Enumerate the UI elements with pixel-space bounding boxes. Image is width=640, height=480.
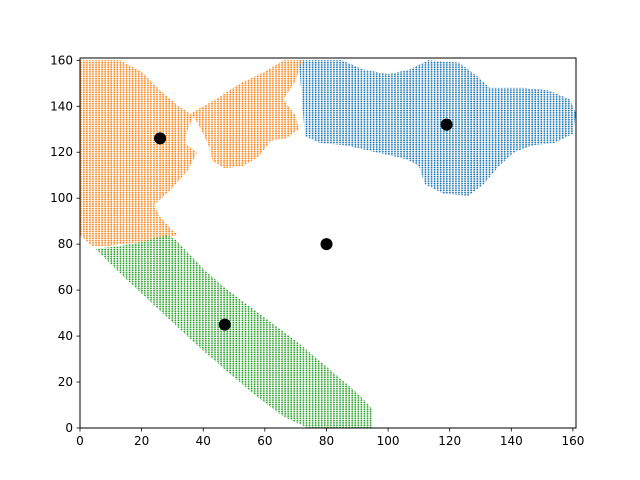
cluster-region-green-0 xyxy=(95,235,373,428)
y-tick-label: 40 xyxy=(58,329,73,343)
centroid-point-1 xyxy=(440,118,453,131)
x-tick-label: 100 xyxy=(377,434,400,448)
cluster-regions xyxy=(80,60,576,428)
cluster-region-blue-0 xyxy=(298,60,576,196)
x-tick-label: 160 xyxy=(561,434,584,448)
centroid-point-2 xyxy=(320,238,333,251)
x-axis: 0 20 40 60 80 100 120 140 160 xyxy=(76,428,584,448)
y-tick-label: 140 xyxy=(50,99,73,113)
y-tick-label: 80 xyxy=(58,237,73,251)
y-tick-label: 160 xyxy=(50,53,73,67)
cluster-region-orange-0 xyxy=(80,60,198,247)
x-tick-label: 80 xyxy=(319,434,334,448)
x-tick-label: 40 xyxy=(196,434,211,448)
y-axis: 0 20 40 60 80 100 120 140 160 xyxy=(50,53,80,435)
x-tick-label: 120 xyxy=(438,434,461,448)
y-tick-label: 100 xyxy=(50,191,73,205)
y-tick-label: 60 xyxy=(58,283,73,297)
x-tick-label: 20 xyxy=(134,434,149,448)
y-tick-label: 120 xyxy=(50,145,73,159)
centroid-point-3 xyxy=(218,318,231,331)
plot-frame xyxy=(79,57,577,429)
x-tick-label: 0 xyxy=(76,434,84,448)
x-tick-label: 60 xyxy=(257,434,272,448)
y-tick-label: 0 xyxy=(65,421,73,435)
centroid-point-0 xyxy=(154,132,167,145)
centroid-points xyxy=(154,118,453,331)
cluster-region-orange-1 xyxy=(190,60,302,169)
y-tick-label: 20 xyxy=(58,375,73,389)
x-tick-label: 140 xyxy=(500,434,523,448)
